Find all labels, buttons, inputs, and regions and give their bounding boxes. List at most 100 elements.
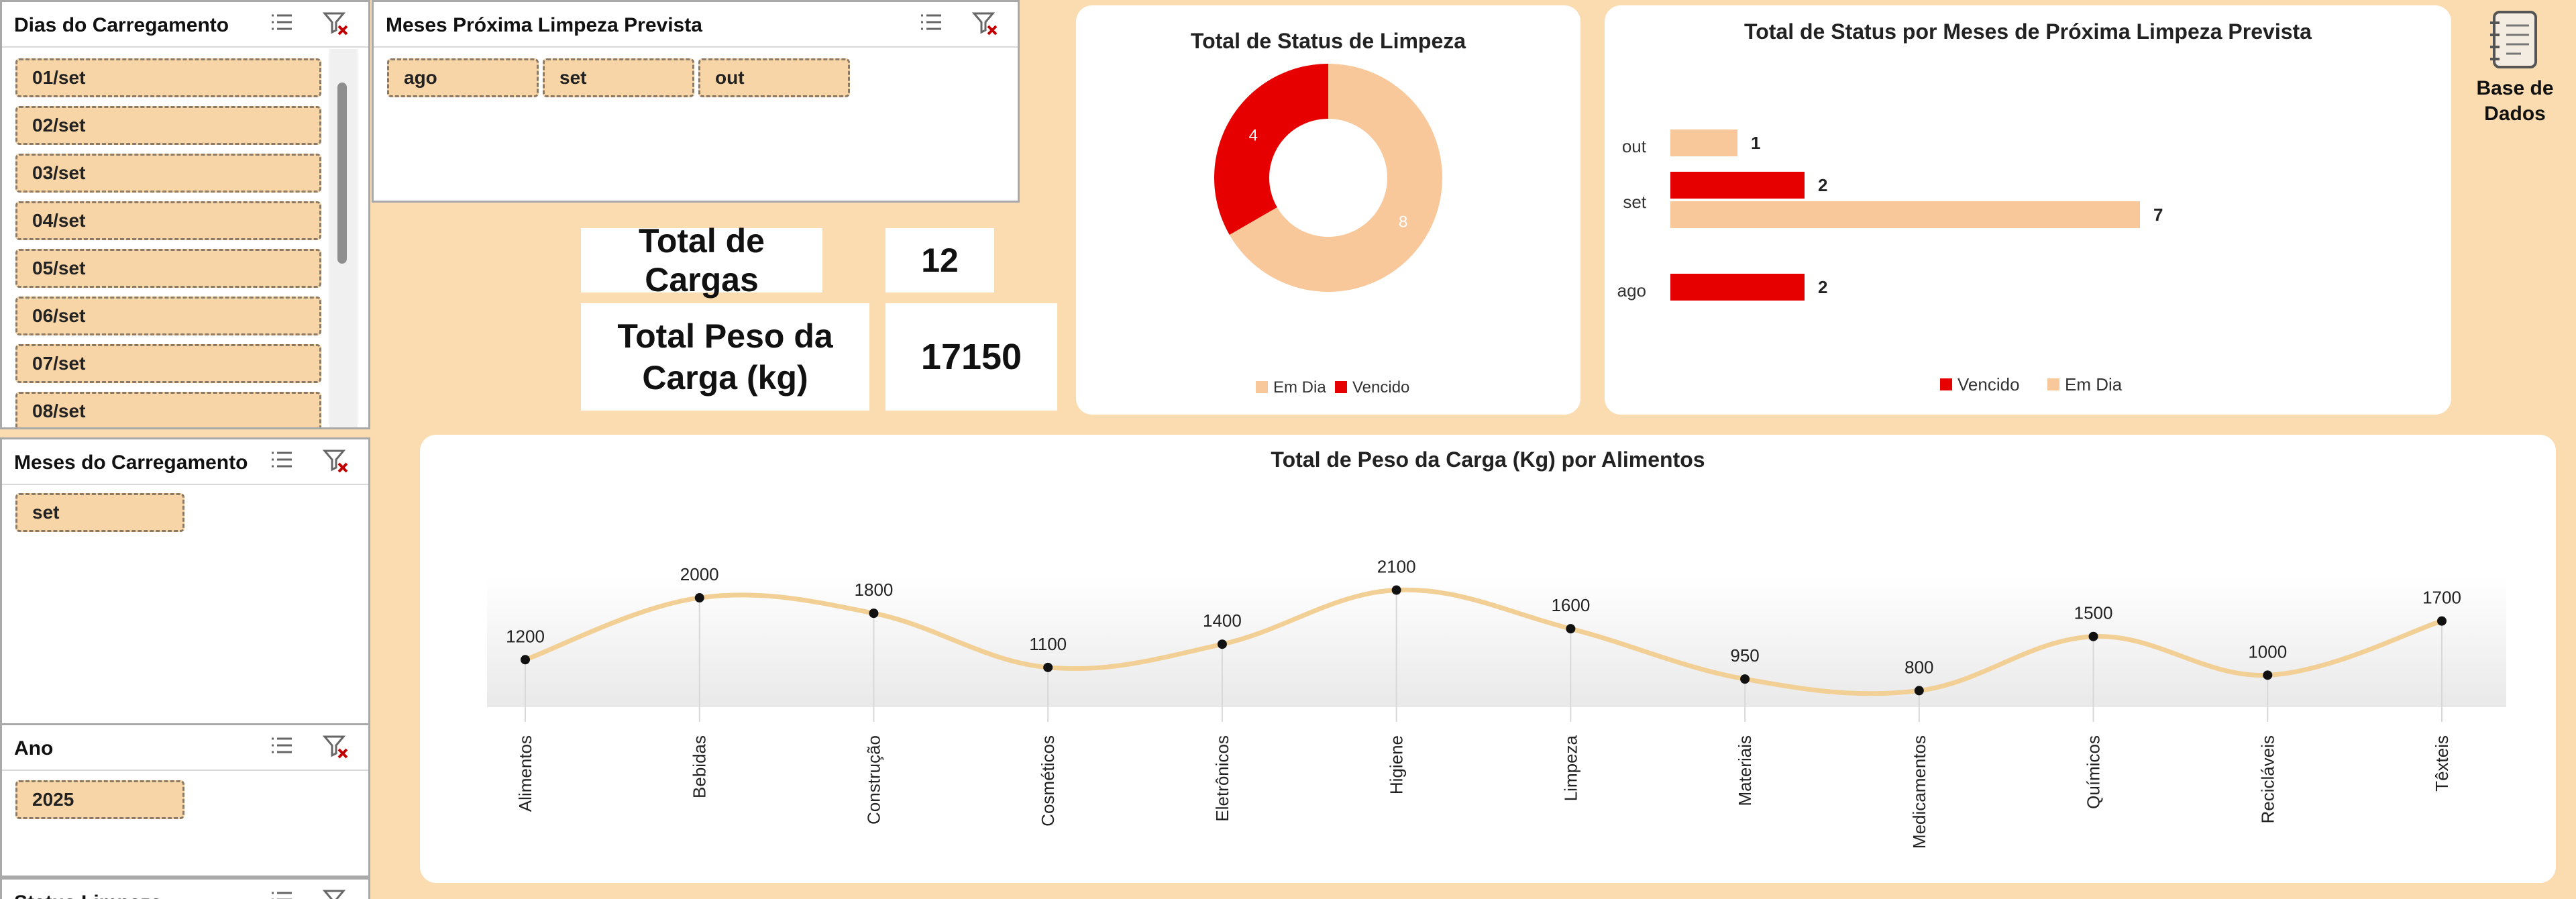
- multi-select-icon[interactable]: [269, 10, 296, 37]
- slicer-title: Meses Próxima Limpeza Prevista: [386, 14, 702, 36]
- legend-label: Vencido: [1957, 374, 2020, 394]
- legend-label: Em Dia: [2065, 374, 2123, 394]
- data-label: 2100: [1377, 557, 1416, 577]
- bar-marks: ago 2 set 2 7 out 1: [1617, 129, 2163, 301]
- multi-select-icon[interactable]: [269, 733, 296, 760]
- data-label: 1500: [2074, 603, 2113, 623]
- donut-chart: Total de Status de Limpeza 84 Em Dia Venc…: [1191, 29, 1466, 396]
- data-label: 1800: [855, 580, 894, 600]
- clear-filter-icon[interactable]: [323, 888, 350, 899]
- multi-select-icon[interactable]: [918, 10, 945, 37]
- slicer-item-dia[interactable]: 05/set: [15, 249, 321, 288]
- scrollbar-thumb[interactable]: [337, 83, 347, 264]
- slicer-item-dia[interactable]: 06/set: [15, 297, 321, 335]
- data-point: [2088, 631, 2098, 641]
- slicer-title: Dias do Carregamento: [14, 14, 229, 36]
- base-de-dados-label-line2: Dados: [2484, 103, 2546, 125]
- slicer-header: Meses do Carregamento: [2, 439, 368, 485]
- x-tick-label: Têxteis: [2432, 735, 2452, 792]
- x-tick-label: Cosméticos: [1038, 735, 1058, 827]
- bar-em-dia: [1670, 129, 1737, 156]
- clear-filter-icon[interactable]: [323, 447, 350, 474]
- data-point: [694, 593, 704, 603]
- slicer-header: Ano: [2, 725, 368, 771]
- slicer-item-mes[interactable]: ago: [387, 58, 539, 97]
- kpi-label-line1: Total Peso da: [617, 317, 833, 355]
- bar-data-label: 2: [1818, 175, 1827, 195]
- chart-peso-por-alimentos: Total de Peso da Carga (Kg) por Alimento…: [420, 435, 2556, 883]
- bar-data-label: 7: [2153, 205, 2163, 225]
- data-point: [1217, 639, 1227, 649]
- x-tick-label: Bebidas: [690, 735, 710, 798]
- x-tick-label: Químicos: [2084, 735, 2104, 809]
- clear-filter-icon[interactable]: [972, 10, 999, 37]
- slicer-item-ano[interactable]: 2025: [15, 780, 184, 819]
- data-point: [1566, 624, 1576, 634]
- bar-vencido: [1670, 172, 1805, 199]
- slicer-item-mes[interactable]: set: [15, 493, 184, 532]
- y-tick-label: set: [1623, 192, 1646, 212]
- scrollbar-track[interactable]: [329, 49, 358, 427]
- donut-data-label: 4: [1249, 127, 1258, 145]
- slicer-title: Status Limpeza: [14, 892, 162, 899]
- donut-slice-em-dia: [1229, 64, 1442, 292]
- slicer-item-dia[interactable]: 02/set: [15, 106, 321, 145]
- bar-vencido: [1670, 274, 1805, 301]
- slicer-item-mes[interactable]: set: [543, 58, 694, 97]
- chart-title: Total de Status de Limpeza: [1191, 29, 1466, 53]
- donut-slice-vencido: [1214, 64, 1328, 235]
- data-point: [1740, 674, 1750, 684]
- kpi-total-cargas-label: Total de Cargas: [581, 222, 822, 299]
- slicer-meses-limpeza: Meses Próxima Limpeza Prevista ago set o…: [372, 0, 1020, 203]
- data-label: 800: [1904, 657, 1933, 677]
- kpi-total-peso-label: Total Peso da Carga (kg): [581, 303, 869, 411]
- slicer-item-dia[interactable]: 03/set: [15, 154, 321, 193]
- base-de-dados-button[interactable]: Base de Dados: [2458, 5, 2572, 146]
- kpi-total-peso-value: 17150: [885, 303, 1057, 411]
- chart-status-por-meses: Total de Status por Meses de Próxima Lim…: [1605, 5, 2451, 415]
- slicer-item-mes[interactable]: out: [698, 58, 850, 97]
- kpi-label: Total de Cargas: [639, 222, 765, 299]
- kpi-value: 12: [921, 242, 959, 279]
- y-tick-label: out: [1622, 136, 1647, 156]
- slicer-header: Meses Próxima Limpeza Prevista: [374, 2, 1018, 48]
- slicer-item-dia[interactable]: 04/set: [15, 201, 321, 240]
- legend-swatch: [1256, 381, 1268, 393]
- legend: Vencido Em Dia: [1940, 374, 2123, 394]
- slicer-item-dia[interactable]: 07/set: [15, 344, 321, 383]
- x-tick-label: Limpeza: [1560, 735, 1580, 801]
- data-label: 1700: [2422, 588, 2461, 608]
- slicer-dias-carregamento: Dias do Carregamento 01/set 02/set 03/se…: [0, 0, 370, 429]
- x-tick-label: Construção: [863, 735, 883, 825]
- bar-chart: Total de Status por Meses de Próxima Lim…: [1617, 19, 2312, 394]
- slicer-item-dia[interactable]: 01/set: [15, 58, 321, 97]
- data-point: [1043, 662, 1053, 672]
- slicer-status-limpeza: Status Limpeza: [0, 878, 370, 899]
- plot-area-background: [487, 576, 2506, 707]
- x-tick-labels: Alimentos Bebidas Construção Cosméticos Elet…: [515, 735, 2452, 849]
- x-tick-label: Recicláveis: [2257, 735, 2277, 824]
- slicer-header: Status Limpeza: [2, 880, 368, 899]
- data-points: [521, 585, 2447, 696]
- data-labels: 1200 2000 1800 1100 1400 2100 1600 950 800 1500 10…: [506, 557, 2461, 678]
- clear-filter-icon[interactable]: [323, 733, 350, 760]
- vertical-gridlines: [525, 590, 2443, 722]
- base-de-dados-label-line1: Base de: [2476, 77, 2554, 99]
- x-tick-label: Materiais: [1735, 735, 1755, 806]
- slicer-item-dia[interactable]: 08/set: [15, 392, 321, 427]
- data-point: [869, 609, 879, 619]
- slicer-header: Dias do Carregamento: [2, 2, 368, 48]
- kpi-value: 17150: [920, 337, 1022, 377]
- legend-swatch: [2047, 378, 2059, 390]
- slicer-title: Ano: [14, 737, 54, 759]
- y-tick-label: ago: [1617, 280, 1646, 301]
- data-point: [1914, 686, 1924, 696]
- multi-select-icon[interactable]: [269, 888, 296, 899]
- data-point: [521, 655, 530, 665]
- multi-select-icon[interactable]: [269, 447, 296, 474]
- clear-filter-icon[interactable]: [323, 10, 350, 37]
- donut-data-label: 8: [1399, 213, 1407, 231]
- data-label: 1200: [506, 626, 545, 646]
- line-chart: Total de Peso da Carga (Kg) por Alimento…: [487, 447, 2506, 849]
